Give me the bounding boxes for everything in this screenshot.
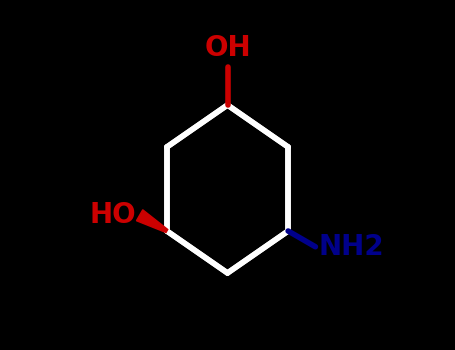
Text: HO: HO bbox=[90, 201, 136, 229]
Text: OH: OH bbox=[204, 34, 251, 62]
Polygon shape bbox=[136, 210, 168, 232]
Text: NH2: NH2 bbox=[318, 233, 384, 261]
